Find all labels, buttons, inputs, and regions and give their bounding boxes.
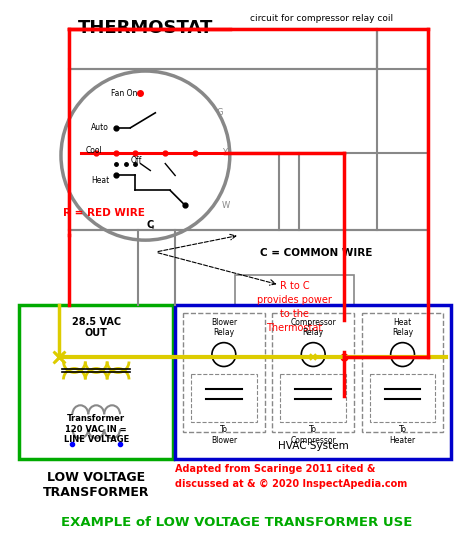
Text: Blower
Relay: Blower Relay — [211, 318, 237, 337]
Text: Heat
Relay: Heat Relay — [392, 318, 413, 337]
Text: EXAMPLE of LOW VOLTAGE TRANSFORMER USE: EXAMPLE of LOW VOLTAGE TRANSFORMER USE — [61, 516, 412, 529]
Text: To
Compressor: To Compressor — [291, 425, 336, 445]
Text: Transformer
120 VAC IN =
LINE VOLTAGE: Transformer 120 VAC IN = LINE VOLTAGE — [64, 414, 129, 444]
Bar — [183, 313, 264, 432]
Text: C: C — [147, 220, 154, 230]
Bar — [191, 374, 256, 422]
Text: discussed at & © 2020 InspectApedia.com: discussed at & © 2020 InspectApedia.com — [175, 479, 408, 489]
Text: 28.5 VAC
OUT: 28.5 VAC OUT — [72, 317, 121, 338]
Text: HVAC System: HVAC System — [278, 441, 348, 451]
Text: C = COMMON WIRE: C = COMMON WIRE — [260, 248, 372, 258]
Text: W: W — [222, 201, 230, 210]
Text: Fan On: Fan On — [110, 89, 137, 98]
Text: Compressor
Relay: Compressor Relay — [291, 318, 336, 337]
Text: Auto: Auto — [91, 123, 109, 132]
Text: To
Heater: To Heater — [390, 425, 416, 445]
Text: R to C
provides power
to the
Thermostat: R to C provides power to the Thermostat — [257, 281, 332, 333]
Text: Y: Y — [222, 148, 227, 157]
Text: Adapted from Scaringe 2011 cited &: Adapted from Scaringe 2011 cited & — [175, 464, 375, 474]
Bar — [362, 313, 443, 432]
Text: G: G — [217, 108, 223, 117]
Text: circuit for compressor relay coil: circuit for compressor relay coil — [250, 14, 393, 23]
Bar — [175, 305, 451, 459]
Text: Off: Off — [130, 156, 142, 165]
Text: THERMOSTAT: THERMOSTAT — [78, 19, 213, 37]
Text: To
Blower: To Blower — [211, 425, 237, 445]
Bar — [19, 305, 173, 459]
Text: LOW VOLTAGE
TRANSFORMER: LOW VOLTAGE TRANSFORMER — [43, 471, 149, 499]
Bar — [281, 374, 346, 422]
Bar — [273, 313, 354, 432]
Bar — [370, 374, 435, 422]
Text: Heat: Heat — [91, 176, 109, 185]
Bar — [235, 275, 354, 340]
Text: Cool: Cool — [86, 146, 102, 155]
Text: R = RED WIRE: R = RED WIRE — [63, 208, 145, 219]
Bar — [69, 29, 377, 69]
